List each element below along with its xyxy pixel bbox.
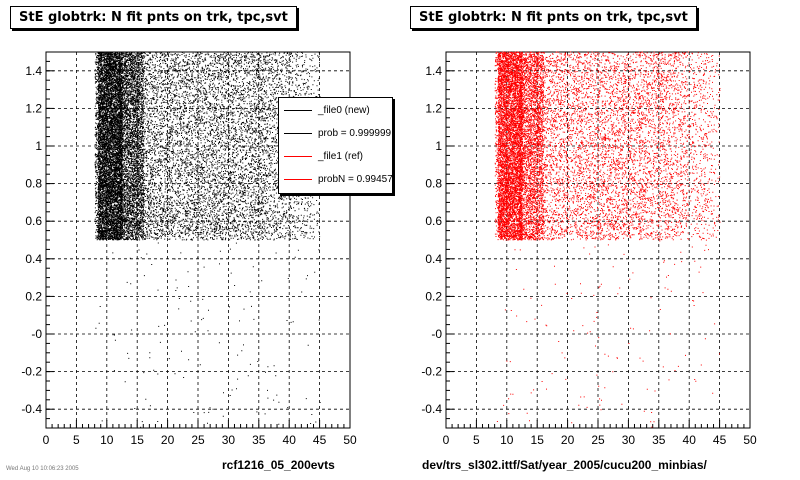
x-tick-label: 30 <box>622 433 636 447</box>
x-tick-label: 25 <box>591 433 605 447</box>
x-tick-label: 15 <box>131 433 145 447</box>
y-tick-label: 0.2 <box>25 289 42 303</box>
y-tick-label: -0.4 <box>21 402 42 416</box>
y-tick-label: 1 <box>35 139 42 153</box>
x-tick-label: 45 <box>313 433 327 447</box>
legend-swatch-new <box>284 109 312 111</box>
y-tick-label: -0.2 <box>21 365 42 379</box>
legend-swatch-ref <box>284 155 312 157</box>
x-tick-label: 5 <box>73 433 80 447</box>
x-tick-label: 40 <box>683 433 697 447</box>
x-tick-label: 50 <box>743 433 757 447</box>
footer-left: rcf1216_05_200evts <box>222 458 335 472</box>
y-tick-label: 0.6 <box>25 214 42 228</box>
legend-entry-ref: _file1 (ref) <box>279 145 392 167</box>
y-tick-label: 0.6 <box>425 214 442 228</box>
y-tick-label: 0.8 <box>25 177 42 191</box>
scatter-points <box>494 51 721 428</box>
y-tick-label: 0.8 <box>425 177 442 191</box>
x-tick-label: 30 <box>222 433 236 447</box>
scatter-plot-right: 0 5 10 15 20 25 30 35 40 45 50-0.4-0.2-00.20.40.60… <box>421 51 757 447</box>
chart-title-right: StE globtrk: N fit pnts on trk, tpc,svt <box>410 6 697 29</box>
legend-swatch-prob <box>284 132 312 134</box>
legend-entry-prob: prob = 0.999999 <box>279 122 392 144</box>
x-tick-label: 50 <box>343 433 357 447</box>
grid-y: -0.4 -0.2 -0 0.2 0.4 0.6 0.8 1 1.2 1.4 <box>421 51 750 429</box>
x-tick-label: 10 <box>100 433 114 447</box>
legend-entry-probn: probN = 0.994578 <box>279 168 393 190</box>
x-tick-label: 0 <box>443 433 450 447</box>
y-tick-label: 1.2 <box>425 101 442 115</box>
y-tick-label: 1 <box>435 139 442 153</box>
x-tick-label: 0 <box>43 433 50 447</box>
scatter-plot-left: 0 5 10 15 20 25 30 35 40 45 50 -0.4 -0.2 -0 0.2 0.4 0.6 0… <box>21 51 357 447</box>
x-tick-label: 20 <box>561 433 575 447</box>
y-tick-label: -0.4 <box>421 402 442 416</box>
legend-label-probn: probN = 0.994578 <box>318 173 393 185</box>
legend-swatch-probn <box>284 178 312 180</box>
legend-label-prob: prob = 0.999999 <box>318 127 392 139</box>
x-tick-label: 10 <box>500 433 514 447</box>
legend-label-ref: _file1 (ref) <box>318 150 364 162</box>
x-tick-label: 20 <box>161 433 175 447</box>
legend-label-new: _file0 (new) <box>318 104 370 116</box>
x-tick-label: 35 <box>252 433 266 447</box>
y-tick-label: 0.4 <box>425 252 442 266</box>
y-tick-label: 1.4 <box>425 64 442 78</box>
grid-x: 0 5 10 15 20 25 30 35 40 45 50 <box>443 52 757 447</box>
footer-right: dev/trs_sl302.ittf/Sat/year_2005/cucu200… <box>422 458 707 472</box>
y-tick-label: -0 <box>31 327 42 341</box>
y-tick-label: -0.2 <box>421 365 442 379</box>
x-tick-label: 35 <box>652 433 666 447</box>
chart-title-left: StE globtrk: N fit pnts on trk, tpc,svt <box>10 6 297 29</box>
x-tick-label: 5 <box>473 433 480 447</box>
y-tick-label: 1.4 <box>25 64 42 78</box>
y-tick-label: 0.2 <box>425 289 442 303</box>
legend: _file0 (new) prob = 0.999999 _file1 (ref… <box>278 97 393 194</box>
x-tick-label: 45 <box>713 433 727 447</box>
timestamp: Wed Aug 10 10:06:23 2005 <box>6 466 79 472</box>
legend-entry-new: _file0 (new) <box>279 99 392 121</box>
x-tick-label: 15 <box>531 433 545 447</box>
y-tick-label: 1.2 <box>25 101 42 115</box>
x-tick-label: 25 <box>191 433 205 447</box>
y-tick-label: 0.4 <box>25 252 42 266</box>
x-tick-label: 40 <box>283 433 297 447</box>
scatter-points <box>94 51 321 429</box>
y-tick-label: -0 <box>431 327 442 341</box>
